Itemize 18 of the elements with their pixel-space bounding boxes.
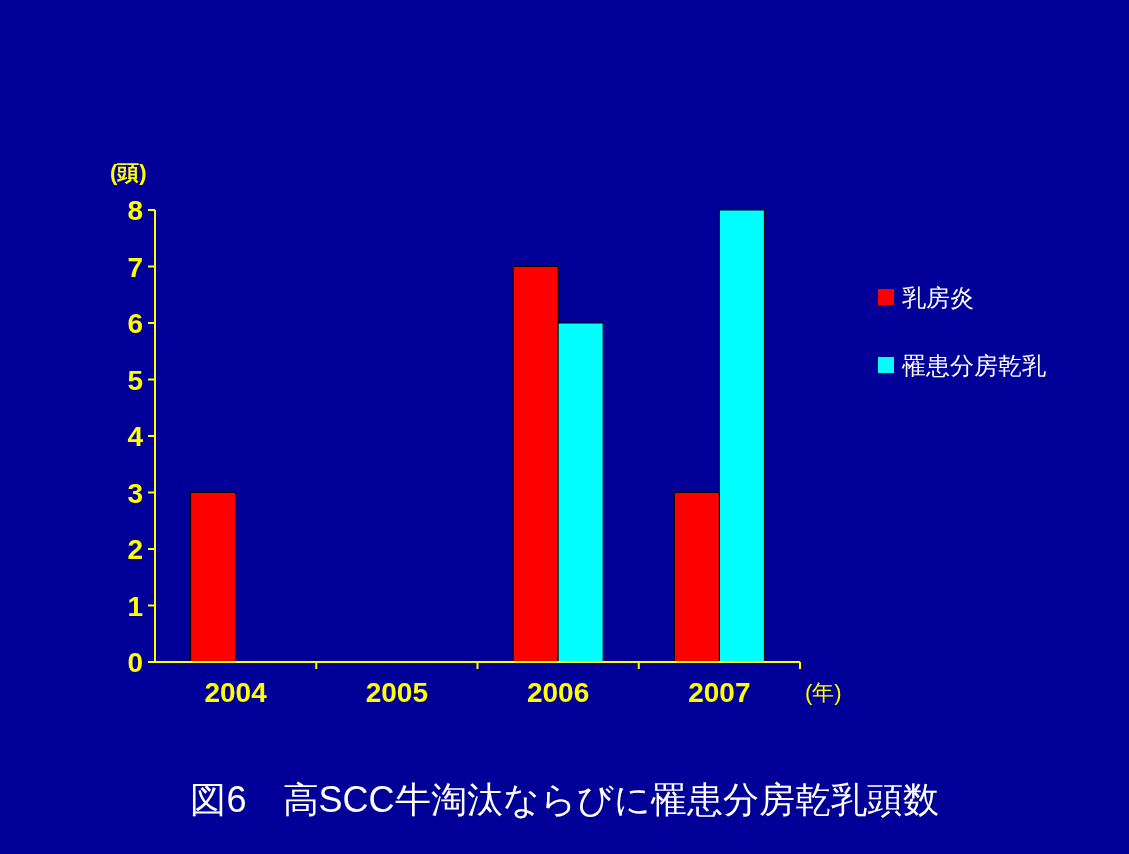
y-axis-title: (頭) bbox=[110, 160, 147, 185]
x-tick-label: 2004 bbox=[204, 677, 268, 708]
y-tick-label: 7 bbox=[127, 251, 143, 283]
y-tick-label: 0 bbox=[127, 647, 143, 678]
x-tick-label: 2007 bbox=[688, 677, 751, 708]
y-tick-label: 4 bbox=[127, 421, 144, 452]
y-tick-label: 2 bbox=[127, 534, 143, 565]
y-tick-label: 6 bbox=[127, 308, 143, 339]
x-tick-label: 2006 bbox=[526, 677, 590, 708]
y-tick-label: 5 bbox=[127, 364, 143, 396]
y-tick-label: 3 bbox=[127, 477, 143, 509]
legend-label: 乳房炎 bbox=[902, 284, 974, 311]
text: 図6 高SCC牛淘汰ならびに罹患分房乾乳頭数 bbox=[190, 779, 939, 820]
y-tick-label: 1 bbox=[127, 590, 143, 622]
y-tick-label: 8 bbox=[127, 195, 143, 226]
x-tick-label: 2005 bbox=[365, 677, 429, 708]
x-axis-title: (年) bbox=[805, 680, 842, 705]
legend-label: 罹患分房乾乳 bbox=[901, 352, 1046, 379]
